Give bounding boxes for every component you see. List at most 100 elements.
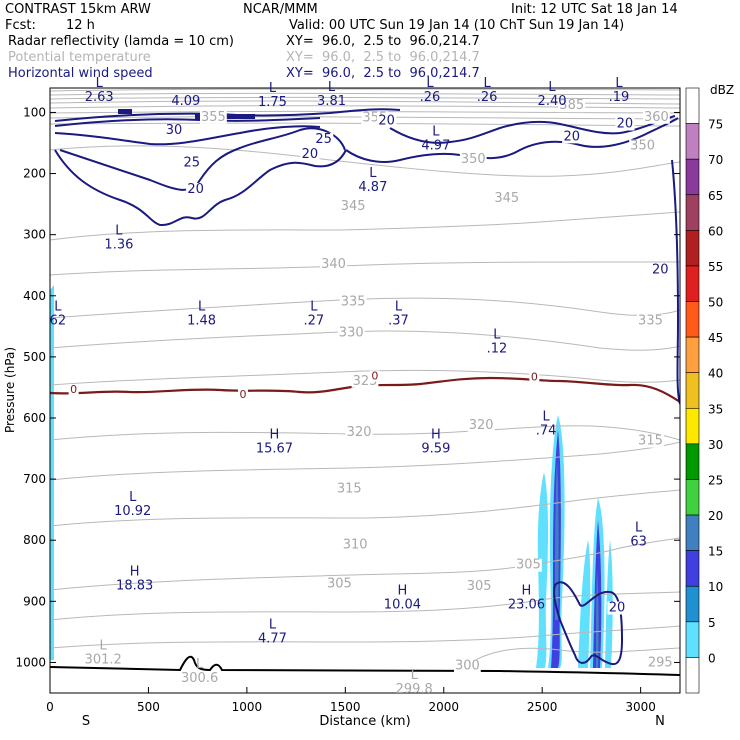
isentrope-345 (50, 211, 680, 241)
wind-contour-25 (59, 127, 346, 191)
wind-label-bg (186, 182, 206, 196)
extremum-value: 1.36 (104, 238, 133, 253)
theta-label: 340 (321, 257, 346, 272)
colorbar-level: 60 (708, 224, 723, 238)
colorbar-level: 0 (708, 651, 716, 665)
wind-label-bg (607, 601, 627, 615)
x-tick-label: 1500 (330, 700, 361, 714)
colorbar-swatch (685, 657, 700, 694)
x-tick-label: 3000 (625, 700, 656, 714)
x-axis-start-label: S (82, 714, 90, 729)
echo-cell-2-center (555, 460, 559, 620)
plot-layers (50, 88, 680, 673)
field-xy-reflectivity: XY= 96.0, 2.5 to 96.0,214.7 (286, 34, 480, 49)
organization: NCAR/MMM (243, 2, 318, 17)
extremum-value: 63 (630, 535, 647, 550)
wind-label: 30 (166, 123, 183, 138)
theta-label-bg (465, 580, 493, 594)
theta-label-bg (326, 577, 353, 591)
theta-label-bg (467, 418, 495, 432)
colorbar-swatch (685, 372, 700, 409)
x-axis-end-label: N (655, 714, 665, 729)
terrain-surface (49, 655, 681, 676)
extremum-value: 4.87 (358, 180, 387, 195)
y-tick-label: 600 (23, 411, 46, 425)
echo-left-edge (50, 285, 54, 660)
theta-label: 335 (341, 294, 366, 309)
colorbar-swatch (685, 550, 700, 587)
colorbar-level: 45 (708, 331, 723, 345)
theta-label: 310 (343, 538, 368, 553)
colorbar-level: 40 (708, 367, 723, 381)
extremum-marker: L (310, 299, 318, 314)
wind-label: 20 (187, 182, 204, 197)
theta-label: 305 (516, 558, 541, 573)
colorbar-swatch (685, 585, 700, 623)
wind-label: 20 (609, 601, 626, 616)
isentrope-305 (50, 537, 680, 591)
wind-label-bg (314, 132, 334, 146)
theta-label: 330 (339, 326, 364, 341)
wind-label-bg (615, 117, 635, 131)
wind-contour-20-left (54, 149, 347, 227)
extremum-marker: L (426, 76, 434, 91)
extremum-marker: H (130, 565, 140, 580)
extremum-value: .26 (477, 90, 498, 105)
extremum-value: 1.48 (187, 313, 216, 328)
extremum-value: 301.2 (85, 652, 122, 667)
extremum-marker: L (100, 638, 108, 653)
wind-contour-20-upper (389, 115, 676, 144)
theta-label-bg (345, 426, 373, 440)
theta-label: 385 (559, 98, 584, 113)
isentrope-310 (50, 489, 680, 527)
theta-label-bg (341, 538, 369, 552)
plot-frame (49, 87, 681, 694)
theta-label: 350 (461, 152, 486, 167)
isentrope-320 (50, 425, 680, 441)
colorbar-swatch (685, 407, 700, 445)
colorbar-swatch (685, 194, 700, 231)
colorbar-level: 50 (708, 296, 723, 310)
isentrope-300 (50, 625, 680, 649)
extremum-value: 23.06 (508, 597, 545, 612)
colorbar-level: 10 (708, 580, 723, 594)
theta-label-bg (637, 434, 664, 448)
wind-jet-core-band (54, 108, 401, 127)
theta-label: 350 (630, 139, 655, 154)
y-tick-label: 1000 (15, 655, 46, 669)
colorbar-level: 65 (708, 189, 723, 203)
isentrope-340 (50, 261, 680, 276)
colorbar-level: 30 (708, 438, 723, 452)
wind-contour-20-lower (553, 581, 624, 666)
extremum-marker: L (129, 490, 137, 505)
wind-label: 20 (563, 129, 580, 144)
extremum-marker: L (54, 299, 62, 314)
wind-contour-20-right (671, 159, 680, 405)
theta-label: 345 (494, 191, 519, 206)
isotherm-label-bg (529, 371, 540, 383)
colorbar-level: 20 (708, 509, 723, 523)
theta-label-bg (493, 192, 521, 206)
wind-label-bg (300, 148, 320, 162)
extremum-value: 4.77 (258, 632, 287, 647)
extremum-value: 15.67 (256, 442, 293, 457)
theta-label: 315 (337, 481, 362, 496)
extremum-marker: H (431, 428, 441, 443)
y-tick-label: 800 (23, 533, 46, 547)
extremum-marker: L (198, 299, 206, 314)
forecast-label: Fcst: (5, 18, 36, 33)
extremum-marker: L (115, 224, 123, 239)
isentrope-325 (50, 369, 680, 386)
x-axis-title: Distance (km) (319, 714, 410, 729)
y-tick-label: 900 (23, 594, 46, 608)
colorbar-level: 5 (708, 616, 716, 630)
field-name-theta: Potential temperature (8, 50, 151, 65)
extremum-value: 2.63 (85, 90, 114, 105)
extremum-marker: L (411, 668, 419, 683)
theta-label-bg (337, 326, 365, 340)
wind-contour-30 (54, 125, 321, 146)
extremum-value: 10.92 (114, 504, 151, 519)
extremum-marker: L (196, 657, 204, 672)
theta-label-bg (339, 200, 367, 213)
